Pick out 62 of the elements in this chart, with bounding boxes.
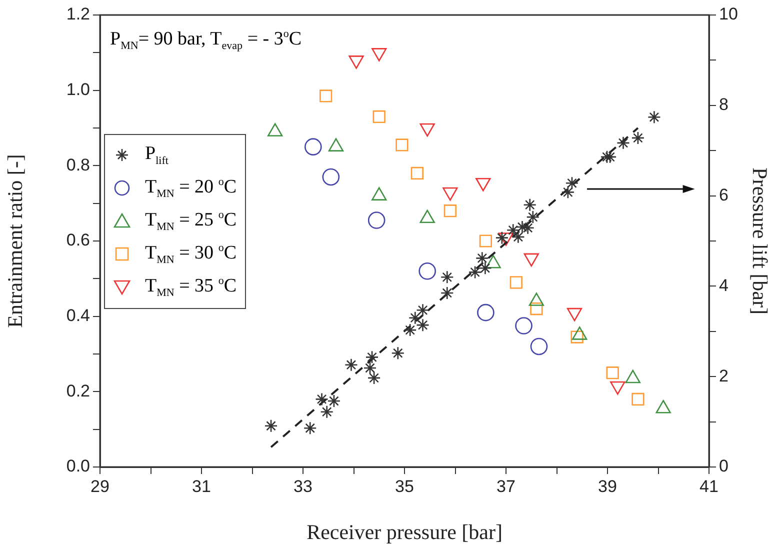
point — [344, 358, 358, 372]
y2-tick-label: 6 — [719, 185, 728, 204]
point — [523, 198, 537, 212]
y2-tick-label: 4 — [719, 276, 728, 295]
y-tick-label: 0.8 — [66, 155, 90, 174]
x-tick-label: 37 — [496, 476, 516, 496]
point — [468, 266, 482, 279]
x-tick-label: 39 — [598, 476, 617, 496]
y-tick-label: 0.6 — [66, 230, 90, 250]
point — [320, 405, 334, 419]
point — [476, 252, 489, 265]
point — [478, 261, 492, 275]
point — [403, 323, 417, 337]
x-tick-label: 31 — [192, 476, 211, 496]
point — [565, 176, 579, 190]
y-tick-label: 0.0 — [66, 456, 90, 476]
point — [495, 231, 509, 244]
y-axis-title: Entrainment ratio [-] — [3, 154, 28, 328]
y2-axis-title: Pressure lift [bar] — [748, 168, 772, 314]
point — [512, 230, 525, 244]
point — [363, 361, 377, 375]
point — [303, 421, 317, 435]
point — [521, 221, 534, 235]
x-tick-label: 33 — [294, 476, 312, 496]
point — [315, 392, 328, 406]
point — [631, 131, 645, 145]
y2-tick-label: 8 — [719, 95, 728, 114]
point — [440, 286, 454, 300]
point — [327, 394, 341, 408]
y2-tick-label: 0 — [719, 456, 728, 476]
point — [416, 318, 430, 332]
x-tick-label: 41 — [700, 476, 718, 496]
legend-label: T$_{MN}$ = 35 $^{o}$C — [145, 274, 236, 300]
point — [648, 110, 661, 124]
point — [365, 350, 379, 364]
point — [367, 371, 381, 385]
y-tick-label: 0.2 — [66, 381, 90, 400]
point — [526, 210, 540, 224]
point — [391, 346, 405, 360]
x-tick-label: 29 — [90, 476, 110, 496]
legend-label: T$_{MN}$ = 30 $^{o}$C — [145, 242, 236, 266]
point — [416, 304, 430, 317]
point — [264, 419, 278, 433]
legend-label: T$_{MN}$ = 25 $^{o}$C — [145, 208, 236, 234]
point — [616, 136, 630, 150]
x-tick-label: 35 — [395, 476, 414, 496]
point — [516, 220, 529, 234]
y-tick-label: 1.0 — [66, 80, 90, 100]
point — [408, 311, 422, 324]
y-tick-label: 0.4 — [66, 306, 90, 326]
annotation: P$_{MN}$= 90 bar, T$_{evap}$ = - 3$^{o}$C — [110, 28, 302, 52]
point — [506, 224, 520, 237]
y2-tick-label: 2 — [719, 366, 728, 386]
legend-label: P$_{lift}$ — [145, 143, 168, 167]
y-tick-label: 1.2 — [66, 4, 90, 24]
point — [603, 150, 617, 164]
y2-tick-label: 10 — [719, 4, 738, 24]
point — [561, 186, 575, 199]
point — [600, 150, 614, 164]
point — [440, 270, 454, 284]
x-axis-title: Receiver pressure [bar] — [306, 520, 502, 544]
legend-label: T$_{MN}$ = 20 $^{o}$C — [145, 176, 236, 200]
